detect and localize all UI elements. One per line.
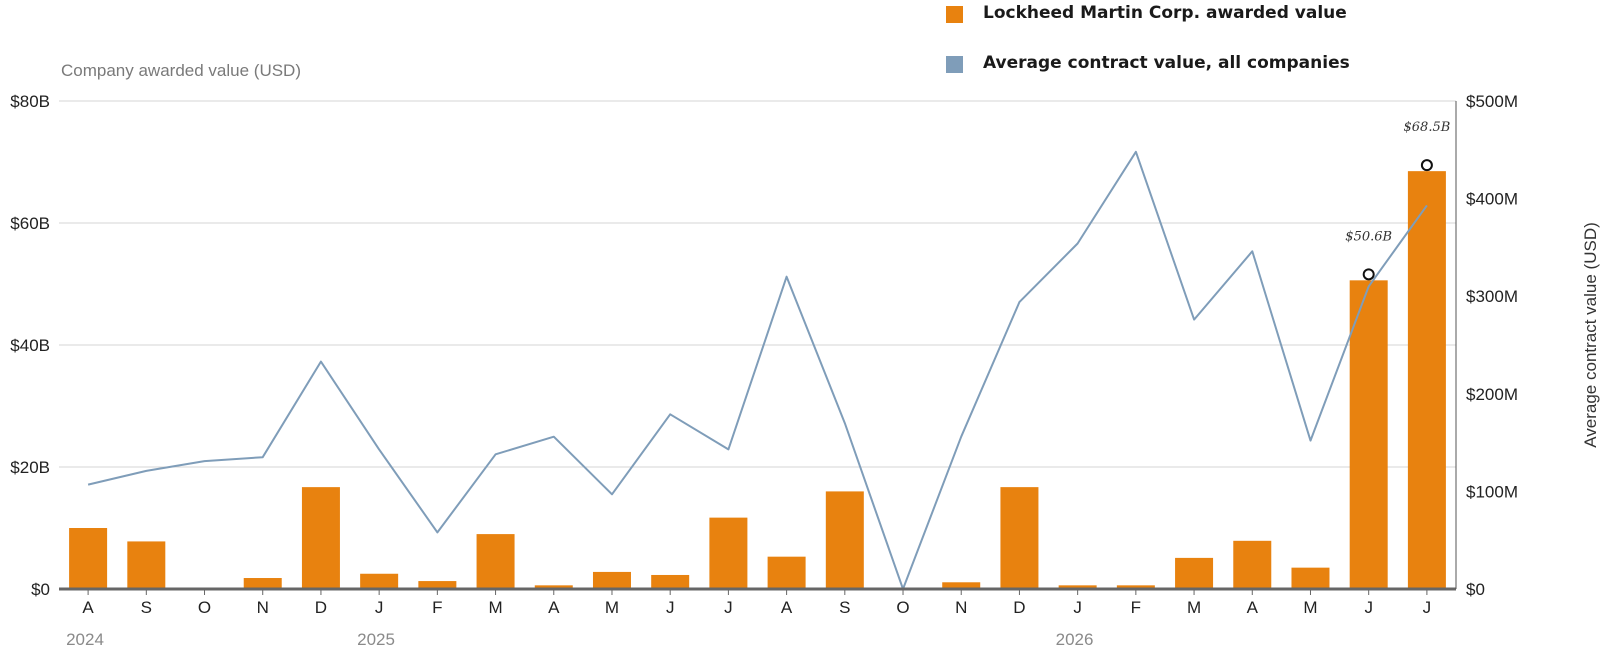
- right-axis: $0 $100M $200M $300M $400M $500M: [1455, 92, 1518, 599]
- x-tick-label: N: [257, 598, 269, 617]
- bar: [534, 585, 573, 589]
- bar: [243, 578, 282, 589]
- left-axis: $0 $20B $40B $60B $80B: [10, 92, 50, 599]
- right-tick-label: $300M: [1466, 287, 1518, 306]
- left-tick-label: $80B: [10, 92, 50, 111]
- right-tick-label: $100M: [1466, 482, 1518, 501]
- year-label: 2025: [357, 630, 395, 649]
- x-axis: A S O N D J F M A M J J A S O N D J F M A M J J 2024 2025 2026: [59, 587, 1456, 649]
- annotation-marker: [1420, 159, 1433, 172]
- bar: [301, 487, 340, 589]
- x-tick-label: D: [315, 598, 327, 617]
- annotation-marker: [1362, 268, 1375, 281]
- bar: [418, 581, 457, 589]
- left-tick-label: $40B: [10, 336, 50, 355]
- x-tick-label: A: [1247, 598, 1259, 617]
- year-label: 2026: [1056, 630, 1094, 649]
- x-tick-label: M: [488, 598, 502, 617]
- bar: [127, 541, 166, 589]
- legend: Lockheed Martin Corp. awarded value Aver…: [946, 3, 1350, 73]
- x-tick-label: S: [839, 598, 850, 617]
- x-tick-label: A: [548, 598, 560, 617]
- bar: [709, 517, 748, 589]
- x-tick-label: M: [1187, 598, 1201, 617]
- year-label: 2024: [66, 630, 104, 649]
- bar: [1116, 585, 1155, 589]
- x-tick-label: M: [605, 598, 619, 617]
- line-series: [87, 150, 1428, 590]
- right-tick-label: $200M: [1466, 385, 1518, 404]
- bar: [1407, 171, 1446, 589]
- bar: [1175, 557, 1214, 589]
- annotation-label: $50.6B: [1345, 229, 1392, 244]
- x-tick-label: O: [896, 598, 909, 617]
- legend-label-bar: Lockheed Martin Corp. awarded value: [983, 3, 1347, 23]
- x-tick-label: J: [1423, 598, 1432, 617]
- x-tick-label: J: [666, 598, 675, 617]
- series-line: [87, 150, 1428, 590]
- x-tick-label: D: [1013, 598, 1025, 617]
- x-tick-label: O: [198, 598, 211, 617]
- legend-label-line: Average contract value, all companies: [983, 53, 1350, 73]
- bar: [767, 556, 806, 589]
- x-tick-label: N: [955, 598, 967, 617]
- bar: [651, 574, 690, 589]
- grid-lines: [59, 100, 1456, 468]
- left-tick-label: $60B: [10, 214, 50, 233]
- bar: [1000, 487, 1039, 589]
- x-tick-label: J: [1364, 598, 1373, 617]
- x-tick-label: S: [141, 598, 152, 617]
- left-tick-label: $20B: [10, 458, 50, 477]
- bar-series: [69, 171, 1446, 589]
- x-tick-label: M: [1303, 598, 1317, 617]
- right-tick-label: $400M: [1466, 190, 1518, 209]
- annotation-label: $68.5B: [1404, 120, 1451, 135]
- bar: [1349, 280, 1388, 589]
- x-tick-label: J: [1073, 598, 1082, 617]
- left-tick-label: $0: [31, 580, 50, 599]
- legend-swatch-line: [946, 56, 963, 73]
- left-axis-title: Company awarded value (USD): [61, 61, 301, 80]
- bar: [942, 582, 981, 589]
- bar: [360, 573, 399, 589]
- x-tick-label: A: [781, 598, 793, 617]
- bar: [476, 534, 515, 589]
- annotations: $50.6B $68.5B: [1345, 120, 1451, 281]
- legend-swatch-bar: [946, 6, 963, 23]
- x-tick-label: J: [375, 598, 384, 617]
- x-tick-label: F: [1131, 598, 1141, 617]
- right-axis-title: Average contract value (USD): [1581, 222, 1600, 448]
- bar: [1233, 540, 1272, 589]
- bar: [1058, 585, 1097, 589]
- right-tick-label: $500M: [1466, 92, 1518, 111]
- bar: [825, 491, 864, 589]
- x-tick-label: F: [432, 598, 442, 617]
- x-tick-label: A: [82, 598, 94, 617]
- bar: [592, 571, 631, 589]
- bar: [1291, 567, 1330, 589]
- x-tick-label: J: [724, 598, 733, 617]
- bar: [69, 528, 108, 589]
- right-tick-label: $0: [1466, 580, 1485, 599]
